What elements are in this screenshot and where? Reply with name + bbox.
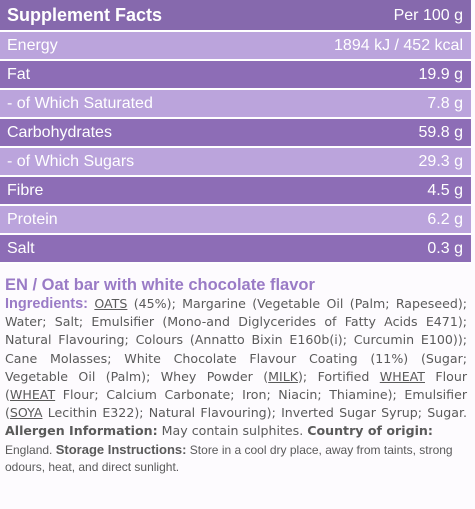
facts-header-row: Supplement Facts Per 100 g (0, 0, 471, 32)
ingredients-label: Ingredients: (5, 296, 88, 312)
nutrient-value: 1894 kJ / 452 kcal (334, 37, 463, 54)
supplement-facts-table: Supplement Facts Per 100 g Energy 1894 k… (0, 0, 471, 264)
product-title: EN / Oat bar with white chocolate flavor (5, 276, 315, 294)
facts-row-protein: Protein 6.2 g (0, 206, 471, 235)
nutrient-value: 7.8 g (427, 95, 463, 112)
nutrient-name: Carbohydrates (7, 124, 112, 141)
nutrient-name: Protein (7, 211, 58, 228)
country-of-origin-label: Country of origin: (307, 423, 433, 439)
facts-per-unit: Per 100 g (393, 7, 463, 24)
nutrient-name: Fibre (7, 182, 44, 199)
ingredients-text: Flour ( (5, 368, 467, 403)
allergen-wheat: WHEAT (379, 368, 425, 384)
nutrient-value: 29.3 g (418, 153, 463, 170)
allergen-soya: SOYA (9, 405, 43, 421)
nutrient-name: - of Which Sugars (7, 153, 135, 170)
facts-row-fat: Fat 19.9 g (0, 61, 471, 90)
nutrient-name: Energy (7, 37, 58, 54)
nutrient-name: Fat (7, 66, 31, 83)
allergen-information-text: May contain sulphites. (157, 423, 308, 439)
nutrient-value: 19.9 g (418, 66, 463, 83)
facts-row-saturated: - of Which Saturated 7.8 g (0, 90, 471, 119)
country-of-origin-text: England. (5, 442, 56, 457)
ingredients-text: Flour; Calcium Carbonate; Iron; Niacin; … (5, 387, 467, 421)
allergen-information-label: Allergen Information: (5, 423, 158, 439)
ingredients-text: (45%); Margarine (Vegetable Oil (Palm; R… (5, 296, 467, 384)
nutrient-value: 59.8 g (418, 124, 463, 141)
allergen-milk: MILK (268, 368, 299, 384)
facts-row-salt: Salt 0.3 g (0, 235, 471, 264)
facts-title: Supplement Facts (7, 5, 163, 25)
facts-row-fibre: Fibre 4.5 g (0, 177, 471, 206)
allergen-oats: OATS (94, 296, 128, 311)
storage-instructions-label: Storage Instructions: (55, 441, 187, 457)
ingredients-paragraph: Ingredients: OATS (45%); Margarine (Vege… (5, 295, 467, 441)
facts-row-energy: Energy 1894 kJ / 452 kcal (0, 32, 471, 61)
nutrient-value: 4.5 g (427, 182, 463, 199)
ingredients-text: Lecithin E322); Natural Flavouring); Inv… (42, 405, 467, 421)
allergen-wheat: WHEAT (9, 387, 56, 403)
nutrient-name: - of Which Saturated (7, 95, 153, 112)
origin-storage-paragraph: England. Storage Instructions: Store in … (5, 441, 467, 476)
nutrient-value: 0.3 g (427, 240, 463, 257)
nutrient-value: 6.2 g (427, 211, 463, 228)
facts-row-sugars: - of Which Sugars 29.3 g (0, 148, 471, 177)
facts-row-carbohydrates: Carbohydrates 59.8 g (0, 119, 471, 148)
storage-instructions-text: Store in a cool dry place, away from tai… (5, 442, 453, 474)
ingredients-text: ); Fortified (298, 368, 380, 384)
product-description: EN / Oat bar with white chocolate flavor… (5, 275, 467, 476)
nutrient-name: Salt (7, 240, 35, 257)
